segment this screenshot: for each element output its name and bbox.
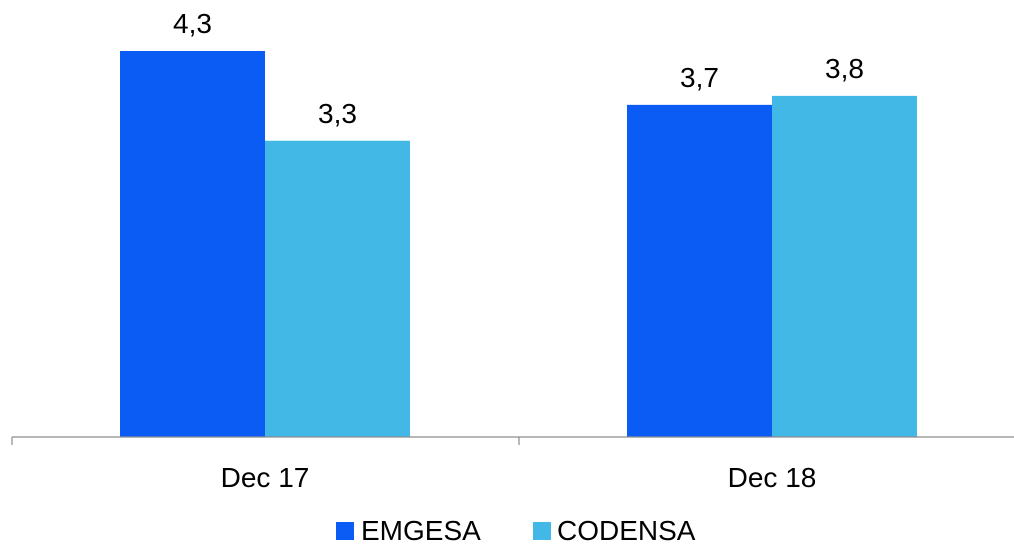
bars-layer xyxy=(120,51,917,437)
legend: EMGESA CODENSA xyxy=(336,515,696,546)
legend-swatch-emgesa xyxy=(336,522,354,540)
data-label-codensa-dec-17: 3,3 xyxy=(318,98,357,129)
bar-emgesa-dec-17 xyxy=(120,51,265,437)
legend-label-emgesa: EMGESA xyxy=(361,515,481,546)
data-label-emgesa-dec-18: 3,7 xyxy=(680,62,719,93)
data-labels-layer: 4,3 3,3 3,7 3,8 xyxy=(173,8,864,129)
legend-swatch-codensa xyxy=(533,522,551,540)
data-label-codensa-dec-18: 3,8 xyxy=(825,53,864,84)
x-axis xyxy=(11,436,1014,445)
legend-label-codensa: CODENSA xyxy=(557,515,696,546)
bar-codensa-dec-18 xyxy=(772,95,917,437)
bar-codensa-dec-17 xyxy=(265,140,410,437)
x-tick-labels: Dec 17 Dec 18 xyxy=(221,462,817,493)
data-label-emgesa-dec-17: 4,3 xyxy=(173,8,212,39)
x-tick-label-dec-17: Dec 17 xyxy=(221,462,310,493)
bar-emgesa-dec-18 xyxy=(627,104,772,437)
x-tick-label-dec-18: Dec 18 xyxy=(728,462,817,493)
